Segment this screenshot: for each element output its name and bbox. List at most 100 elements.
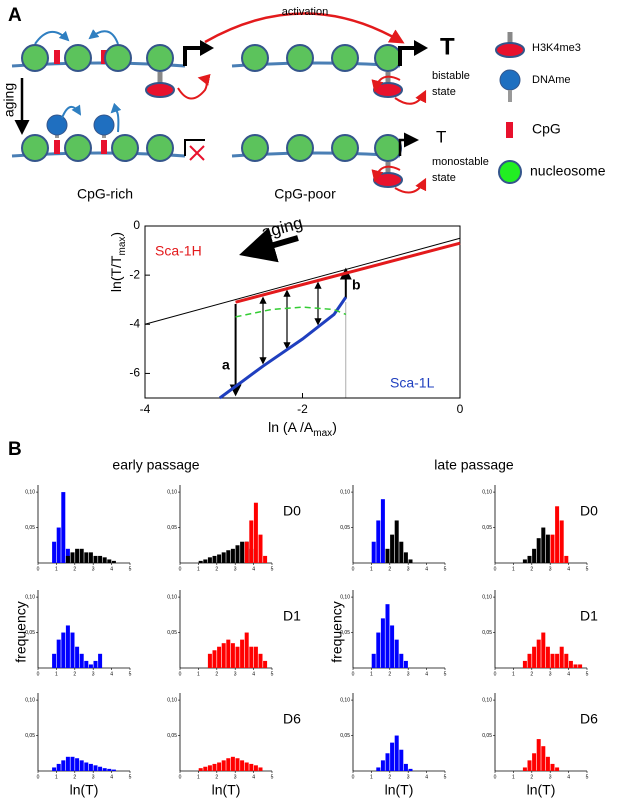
- state-t: T: [436, 127, 446, 146]
- histogram-bar: [98, 555, 103, 563]
- y-tick-label: 0,05: [482, 630, 492, 636]
- x-tick-label: 0: [352, 566, 355, 572]
- x-tick-label: 3: [92, 671, 95, 677]
- y-tick-label: 0,05: [340, 630, 350, 636]
- histogram-bar: [532, 753, 537, 771]
- state-label: state: [432, 172, 456, 184]
- histogram-bar: [390, 534, 395, 563]
- y-tick-label: 0,05: [482, 733, 492, 739]
- x-tick-label: 4: [110, 566, 113, 572]
- histogram-bar: [403, 552, 408, 563]
- histogram-bar: [527, 760, 532, 771]
- y-axis-label: frequency: [329, 601, 345, 662]
- y-tick-label: 0,10: [340, 489, 350, 495]
- y-tick-label: 0,05: [167, 525, 177, 531]
- histogram-bar: [385, 604, 390, 668]
- h3k4me3-marks: [145, 72, 403, 188]
- histogram-bar: [253, 502, 258, 563]
- x-axis-label-part: ln (A /A: [268, 419, 314, 435]
- y-tick-label: 0,10: [340, 697, 350, 703]
- x-tick-label: 2: [530, 566, 533, 572]
- histogram-bar: [408, 768, 413, 771]
- histogram-bar: [88, 763, 93, 771]
- y-tick-label: 0,05: [167, 733, 177, 739]
- x-tick-label: 1: [370, 671, 373, 677]
- x-tick-label: 1: [197, 774, 200, 780]
- y-axis-label-part: ln(T/T: [108, 255, 124, 292]
- histogram-bar: [221, 760, 226, 771]
- histogram-bar: [249, 646, 254, 668]
- x-tick-label: 3: [234, 671, 237, 677]
- feedback-loops: [177, 74, 427, 194]
- x-tick-label: 1: [512, 774, 515, 780]
- histogram-bar: [564, 555, 569, 563]
- x-tick-label: 4: [252, 774, 255, 780]
- histogram-bar: [84, 762, 89, 771]
- histogram-bar: [249, 763, 254, 771]
- nucleosomes: [21, 44, 402, 162]
- histogram-bar: [541, 746, 546, 771]
- y-tick-label: -4: [129, 316, 140, 330]
- x-tick-label: 3: [407, 774, 410, 780]
- histogram-bar: [226, 758, 231, 771]
- histogram-bar: [536, 639, 541, 668]
- histogram-bar: [212, 650, 217, 668]
- histogram-bar: [198, 768, 203, 771]
- histogram-bar: [61, 632, 66, 668]
- histogram-bar: [376, 767, 381, 771]
- histogram-bar: [380, 499, 385, 563]
- histogram-bar: [230, 756, 235, 771]
- histogram-bar: [550, 763, 555, 771]
- histogram-bar: [230, 548, 235, 563]
- activation-arrow: [204, 12, 405, 44]
- histogram-bar: [52, 767, 57, 771]
- x-tick-label: 4: [252, 566, 255, 572]
- y-tick-label: 0,10: [482, 697, 492, 703]
- histogram-bar: [527, 653, 532, 668]
- histogram-bar: [198, 560, 203, 563]
- y-tick-label: -2: [129, 267, 140, 281]
- y-tick-label: 0,10: [25, 489, 35, 495]
- histogram-bar: [111, 560, 116, 563]
- histogram-bar: [212, 763, 217, 771]
- x-axis-label-sub: max: [313, 428, 332, 439]
- histogram-bar: [235, 545, 240, 563]
- day-label: D0: [580, 503, 598, 519]
- histogram-bar: [403, 660, 408, 668]
- histogram-bar: [226, 639, 231, 668]
- histogram-bar: [376, 520, 381, 563]
- histogram-bar: [545, 756, 550, 771]
- x-tick-label: 0: [494, 774, 497, 780]
- histogram-bar: [376, 632, 381, 668]
- x-tick-label: 2: [73, 671, 76, 677]
- histogram-bar: [399, 749, 404, 771]
- histogram-bar: [390, 625, 395, 668]
- day-label: D6: [580, 711, 598, 727]
- histogram-bar: [385, 548, 390, 563]
- y-tick-label: -6: [129, 366, 140, 380]
- y-tick-label: 0,05: [340, 525, 350, 531]
- y-tick-label: 0,05: [340, 733, 350, 739]
- legend: H3K4me3 DNAme CpG nucleosome: [495, 32, 606, 184]
- histogram-bar: [102, 557, 107, 563]
- x-tick-label: 5: [444, 774, 447, 780]
- histogram-bar: [93, 555, 98, 563]
- histogram-bar: [203, 559, 208, 563]
- x-tick-label: 5: [271, 566, 274, 572]
- histogram-bar: [93, 660, 98, 668]
- x-tick-label: 1: [512, 671, 515, 677]
- x-tick-label: 2: [530, 671, 533, 677]
- x-tick-label: 5: [586, 671, 589, 677]
- histogram-bar: [221, 643, 226, 668]
- y-tick-label: 0,10: [167, 594, 177, 600]
- day-label: D6: [283, 711, 301, 727]
- histogram-bar: [79, 548, 84, 563]
- histogram-bar: [52, 653, 57, 668]
- histogram-bar: [75, 548, 80, 563]
- x-tick-label: 4: [110, 774, 113, 780]
- cpg-marks: [54, 50, 107, 154]
- dna-methylation: [46, 114, 115, 138]
- histogram-bar: [79, 760, 84, 771]
- x-tick-label: 1: [370, 566, 373, 572]
- series-line: [235, 241, 461, 304]
